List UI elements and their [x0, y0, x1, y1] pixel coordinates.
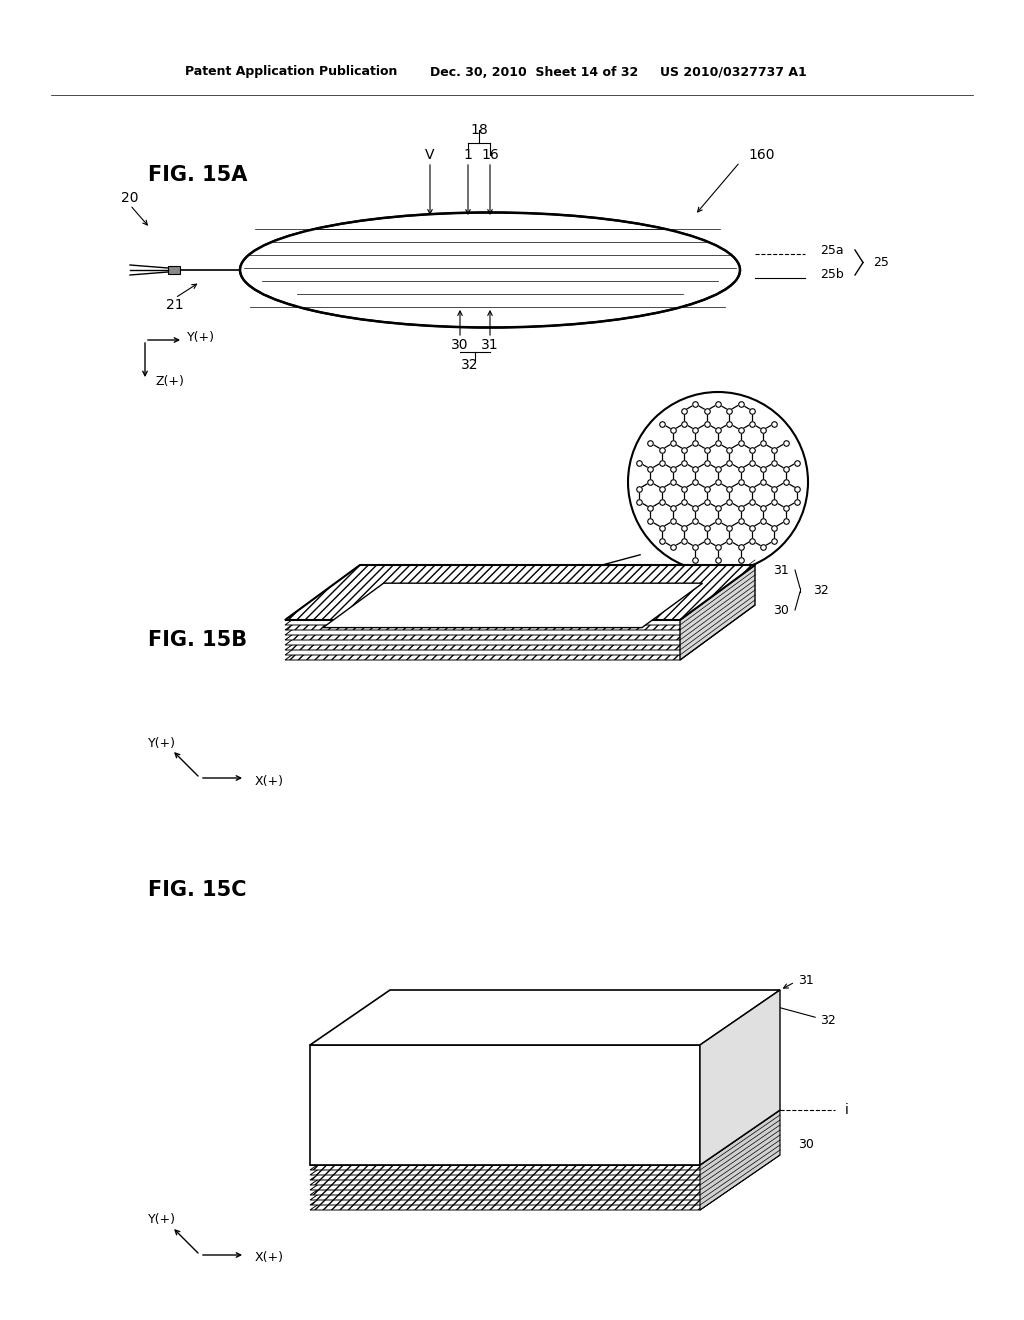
Text: Y(+): Y(+) — [148, 1213, 176, 1226]
Ellipse shape — [240, 213, 740, 327]
Polygon shape — [244, 268, 736, 281]
Text: V: V — [425, 148, 435, 162]
Polygon shape — [310, 1150, 780, 1205]
Text: FIG. 15B: FIG. 15B — [148, 630, 247, 649]
Polygon shape — [285, 565, 755, 620]
Text: 32: 32 — [820, 1014, 836, 1027]
Circle shape — [628, 392, 808, 572]
Text: Y(+): Y(+) — [187, 331, 215, 345]
Polygon shape — [700, 1110, 780, 1210]
Text: Y(+): Y(+) — [148, 737, 176, 750]
Text: 30: 30 — [773, 603, 788, 616]
Polygon shape — [285, 601, 755, 655]
Polygon shape — [285, 576, 755, 630]
Polygon shape — [285, 605, 755, 660]
Text: FIG. 15C: FIG. 15C — [148, 880, 247, 900]
Text: Z(+): Z(+) — [155, 375, 184, 388]
Text: Patent Application Publication: Patent Application Publication — [185, 66, 397, 78]
Polygon shape — [310, 1125, 780, 1180]
Polygon shape — [310, 1140, 780, 1195]
Text: 1: 1 — [464, 148, 472, 162]
Text: 31: 31 — [481, 338, 499, 352]
Text: FIG. 15A: FIG. 15A — [148, 165, 248, 185]
Text: 20: 20 — [121, 191, 138, 205]
Text: 31: 31 — [798, 974, 814, 986]
Polygon shape — [310, 990, 780, 1045]
Bar — [168, 267, 180, 275]
Polygon shape — [310, 1110, 780, 1166]
Text: 30: 30 — [798, 1138, 814, 1151]
Polygon shape — [323, 583, 702, 627]
Polygon shape — [285, 595, 755, 649]
Polygon shape — [310, 1135, 780, 1191]
Text: 25: 25 — [873, 256, 889, 269]
Polygon shape — [310, 1119, 780, 1175]
Polygon shape — [241, 255, 739, 268]
Text: 30: 30 — [452, 338, 469, 352]
Text: 21: 21 — [166, 298, 184, 312]
Polygon shape — [310, 1130, 780, 1185]
Polygon shape — [249, 242, 731, 255]
Text: 32: 32 — [813, 583, 828, 597]
Polygon shape — [285, 590, 755, 645]
Text: 18: 18 — [470, 123, 487, 137]
Polygon shape — [272, 228, 708, 242]
Text: 32: 32 — [461, 358, 479, 372]
Polygon shape — [285, 565, 755, 620]
Polygon shape — [262, 281, 718, 293]
Text: X(+): X(+) — [255, 775, 284, 788]
Polygon shape — [285, 570, 755, 624]
Text: 160: 160 — [748, 148, 774, 162]
Polygon shape — [310, 1110, 780, 1166]
Polygon shape — [285, 579, 755, 635]
Text: 25a: 25a — [820, 243, 844, 256]
Text: 25b: 25b — [820, 268, 844, 281]
Polygon shape — [285, 585, 755, 640]
Text: i: i — [845, 1104, 849, 1117]
Text: X(+): X(+) — [255, 1251, 284, 1265]
Text: US 2010/0327737 A1: US 2010/0327737 A1 — [660, 66, 807, 78]
Polygon shape — [680, 565, 755, 660]
Polygon shape — [297, 293, 683, 306]
Polygon shape — [310, 1155, 780, 1210]
Text: Dec. 30, 2010  Sheet 14 of 32: Dec. 30, 2010 Sheet 14 of 32 — [430, 66, 638, 78]
Polygon shape — [310, 1144, 780, 1200]
Text: 16: 16 — [481, 148, 499, 162]
Polygon shape — [700, 990, 780, 1166]
Polygon shape — [310, 1115, 780, 1170]
Text: 31: 31 — [773, 564, 788, 577]
Polygon shape — [310, 1045, 700, 1166]
